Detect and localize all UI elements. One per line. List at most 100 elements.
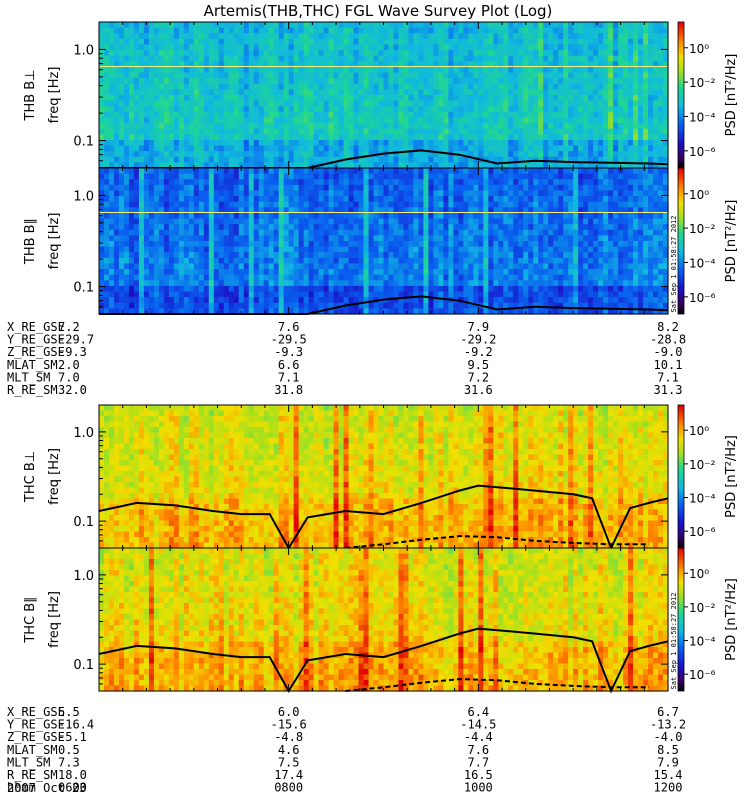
- spectrogram-cell: [573, 224, 579, 231]
- spectrogram-cell: [358, 156, 365, 163]
- spectrogram-cell: [323, 83, 330, 90]
- spectrogram-cell: [333, 145, 340, 152]
- spectrogram-cell: [188, 257, 195, 265]
- spectrogram-cell: [238, 207, 245, 214]
- spectrogram-cell: [543, 66, 549, 74]
- spectrogram-cell: [358, 224, 365, 231]
- spectrogram-cell: [353, 151, 360, 158]
- spectrogram-cell: [99, 168, 105, 175]
- spectrogram-cell: [393, 151, 400, 158]
- spectrogram-cell: [658, 50, 664, 57]
- spectrogram-cell: [588, 190, 594, 197]
- spectrogram-cell: [563, 212, 569, 220]
- spectrogram-cell: [268, 196, 275, 203]
- spectrogram-cell: [538, 212, 544, 220]
- spectrogram-cell: [133, 252, 140, 259]
- spectrogram-cell: [298, 229, 305, 236]
- spectrogram-cell: [403, 123, 410, 130]
- spectrogram-cell: [228, 55, 235, 62]
- spectrogram-cell: [478, 246, 484, 253]
- spectrogram-cell: [643, 117, 649, 124]
- spectrogram-cell: [243, 241, 250, 248]
- spectrogram-cell: [453, 44, 459, 51]
- spectrogram-cell: [423, 151, 430, 158]
- spectrogram-cell: [148, 55, 155, 62]
- spectrogram-cell: [518, 139, 524, 147]
- spectrogram-cell: [433, 33, 439, 40]
- spectrogram-cell: [273, 218, 280, 225]
- spectrogram-cell: [578, 229, 584, 236]
- spectrogram-cell: [578, 78, 584, 85]
- spectrogram-cell: [613, 190, 619, 197]
- spectrogram-cell: [628, 145, 634, 152]
- spectrogram-cell: [473, 201, 479, 208]
- spectrogram-cell: [393, 38, 400, 46]
- spectrogram-cell: [488, 139, 494, 147]
- spectrogram-cell: [658, 201, 664, 208]
- spectrogram-cell: [398, 162, 405, 169]
- spectrogram-cell: [438, 106, 444, 113]
- spectrogram-cell: [453, 207, 459, 214]
- spectrogram-cell: [228, 22, 235, 29]
- spectrogram-cell: [118, 162, 125, 169]
- spectrogram-cell: [473, 44, 479, 51]
- spectrogram-cell: [148, 27, 155, 34]
- spectrogram-cell: [473, 111, 479, 119]
- spectrogram-cell: [138, 139, 145, 147]
- spectrogram-cell: [633, 201, 639, 208]
- spectrogram-cell: [233, 196, 240, 203]
- spectrogram-cell: [623, 128, 629, 135]
- spectrogram-cell: [258, 235, 265, 242]
- spectrogram-cell: [553, 224, 559, 231]
- spectrogram-cell: [568, 50, 574, 57]
- spectrogram-cell: [388, 151, 395, 158]
- spectrogram-cell: [453, 173, 459, 180]
- spectrogram-cell: [623, 66, 629, 74]
- spectrogram-cell: [483, 257, 489, 265]
- spectrogram-cell: [293, 66, 300, 74]
- spectrogram-cell: [268, 224, 275, 231]
- spectrogram-cell: [383, 95, 390, 102]
- spectrogram-cell: [623, 241, 629, 248]
- spectrogram-cell: [408, 89, 415, 96]
- spectrogram-cell: [478, 229, 484, 236]
- spectrogram-cell: [123, 218, 130, 225]
- spectrogram-cell: [158, 78, 165, 85]
- spectrogram-cell: [553, 123, 559, 130]
- spectrogram-cell: [648, 61, 654, 68]
- spectrogram-cell: [393, 190, 400, 197]
- spectrogram-cell: [363, 207, 370, 214]
- spectrogram-cell: [498, 246, 504, 253]
- spectrogram-cell: [323, 61, 330, 68]
- spectrogram-cell: [263, 55, 270, 62]
- spectrogram-cell: [543, 252, 549, 259]
- spectrogram-cell: [238, 50, 245, 57]
- spectrogram-cell: [113, 106, 120, 113]
- spectrogram-cell: [493, 190, 499, 197]
- spectrogram-cell: [393, 66, 400, 74]
- spectrogram-cell: [388, 173, 395, 180]
- spectrogram-cell: [498, 257, 504, 265]
- spectrogram-cell: [573, 218, 579, 225]
- spectrogram-cell: [248, 162, 255, 169]
- spectrogram-cell: [423, 100, 430, 107]
- spectrogram-cell: [508, 168, 514, 175]
- spectrogram-cell: [518, 134, 524, 141]
- spectrogram-cell: [343, 257, 350, 265]
- spectrogram-cell: [443, 257, 449, 265]
- spectrogram-cell: [588, 33, 594, 40]
- spectrogram-cell: [423, 66, 430, 74]
- spectrogram-cell: [338, 190, 345, 197]
- spectrogram-cell: [653, 100, 659, 107]
- spectrogram-cell: [123, 235, 130, 242]
- spectrogram-cell: [308, 184, 315, 192]
- spectrogram-cell: [403, 55, 410, 62]
- spectrogram-cell: [293, 156, 300, 163]
- spectrogram-cell: [518, 44, 524, 51]
- spectrogram-cell: [603, 78, 609, 85]
- spectrogram-cell: [108, 134, 115, 141]
- spectrogram-cell: [413, 134, 420, 141]
- spectrogram-cell: [408, 252, 415, 259]
- spectrogram-cell: [253, 66, 260, 74]
- spectrogram-cell: [328, 50, 335, 57]
